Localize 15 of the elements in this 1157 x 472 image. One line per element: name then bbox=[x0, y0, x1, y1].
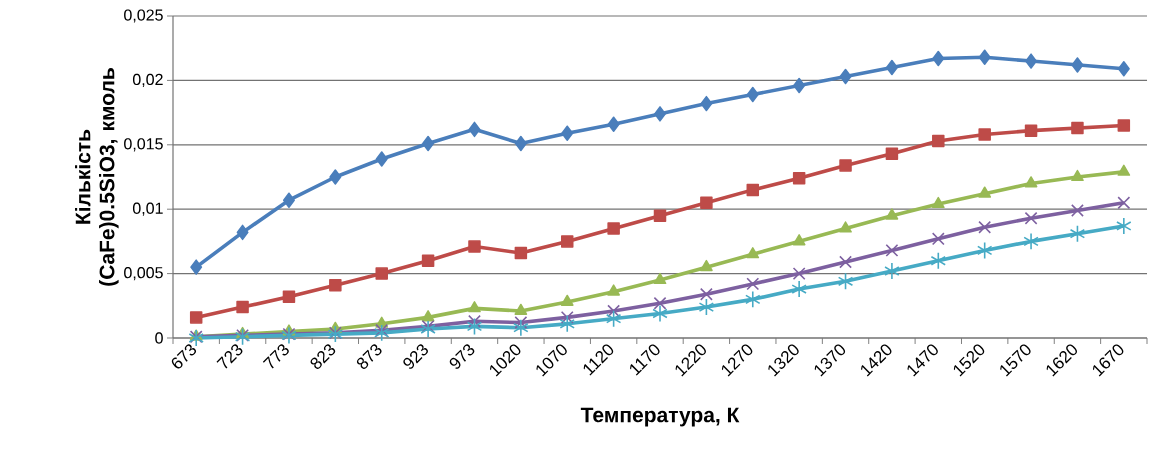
x-tick-label: 873 bbox=[356, 344, 382, 369]
x-tick-label: 673 bbox=[171, 344, 197, 369]
y-tick-label: 0,01 bbox=[132, 202, 163, 216]
y-tick-label: 0,015 bbox=[124, 138, 163, 152]
y-tick-label: 0 bbox=[155, 332, 163, 344]
x-tick-label: 773 bbox=[262, 344, 289, 369]
y-tick-label: 0,02 bbox=[132, 73, 163, 88]
x-tick-label: 723 bbox=[216, 344, 243, 369]
x-tick-label: 923 bbox=[403, 344, 428, 369]
x-axis-title: Температура, К bbox=[580, 407, 740, 427]
y-axis-title: Кількість (CaFe)0.5SiO3, кмоль bbox=[75, 68, 119, 286]
x-tick-label: 823 bbox=[310, 344, 336, 369]
y-tick-label: 0,005 bbox=[124, 266, 163, 281]
y-tick-label: 0,025 bbox=[124, 9, 163, 23]
x-tick-label: 973 bbox=[449, 344, 475, 369]
